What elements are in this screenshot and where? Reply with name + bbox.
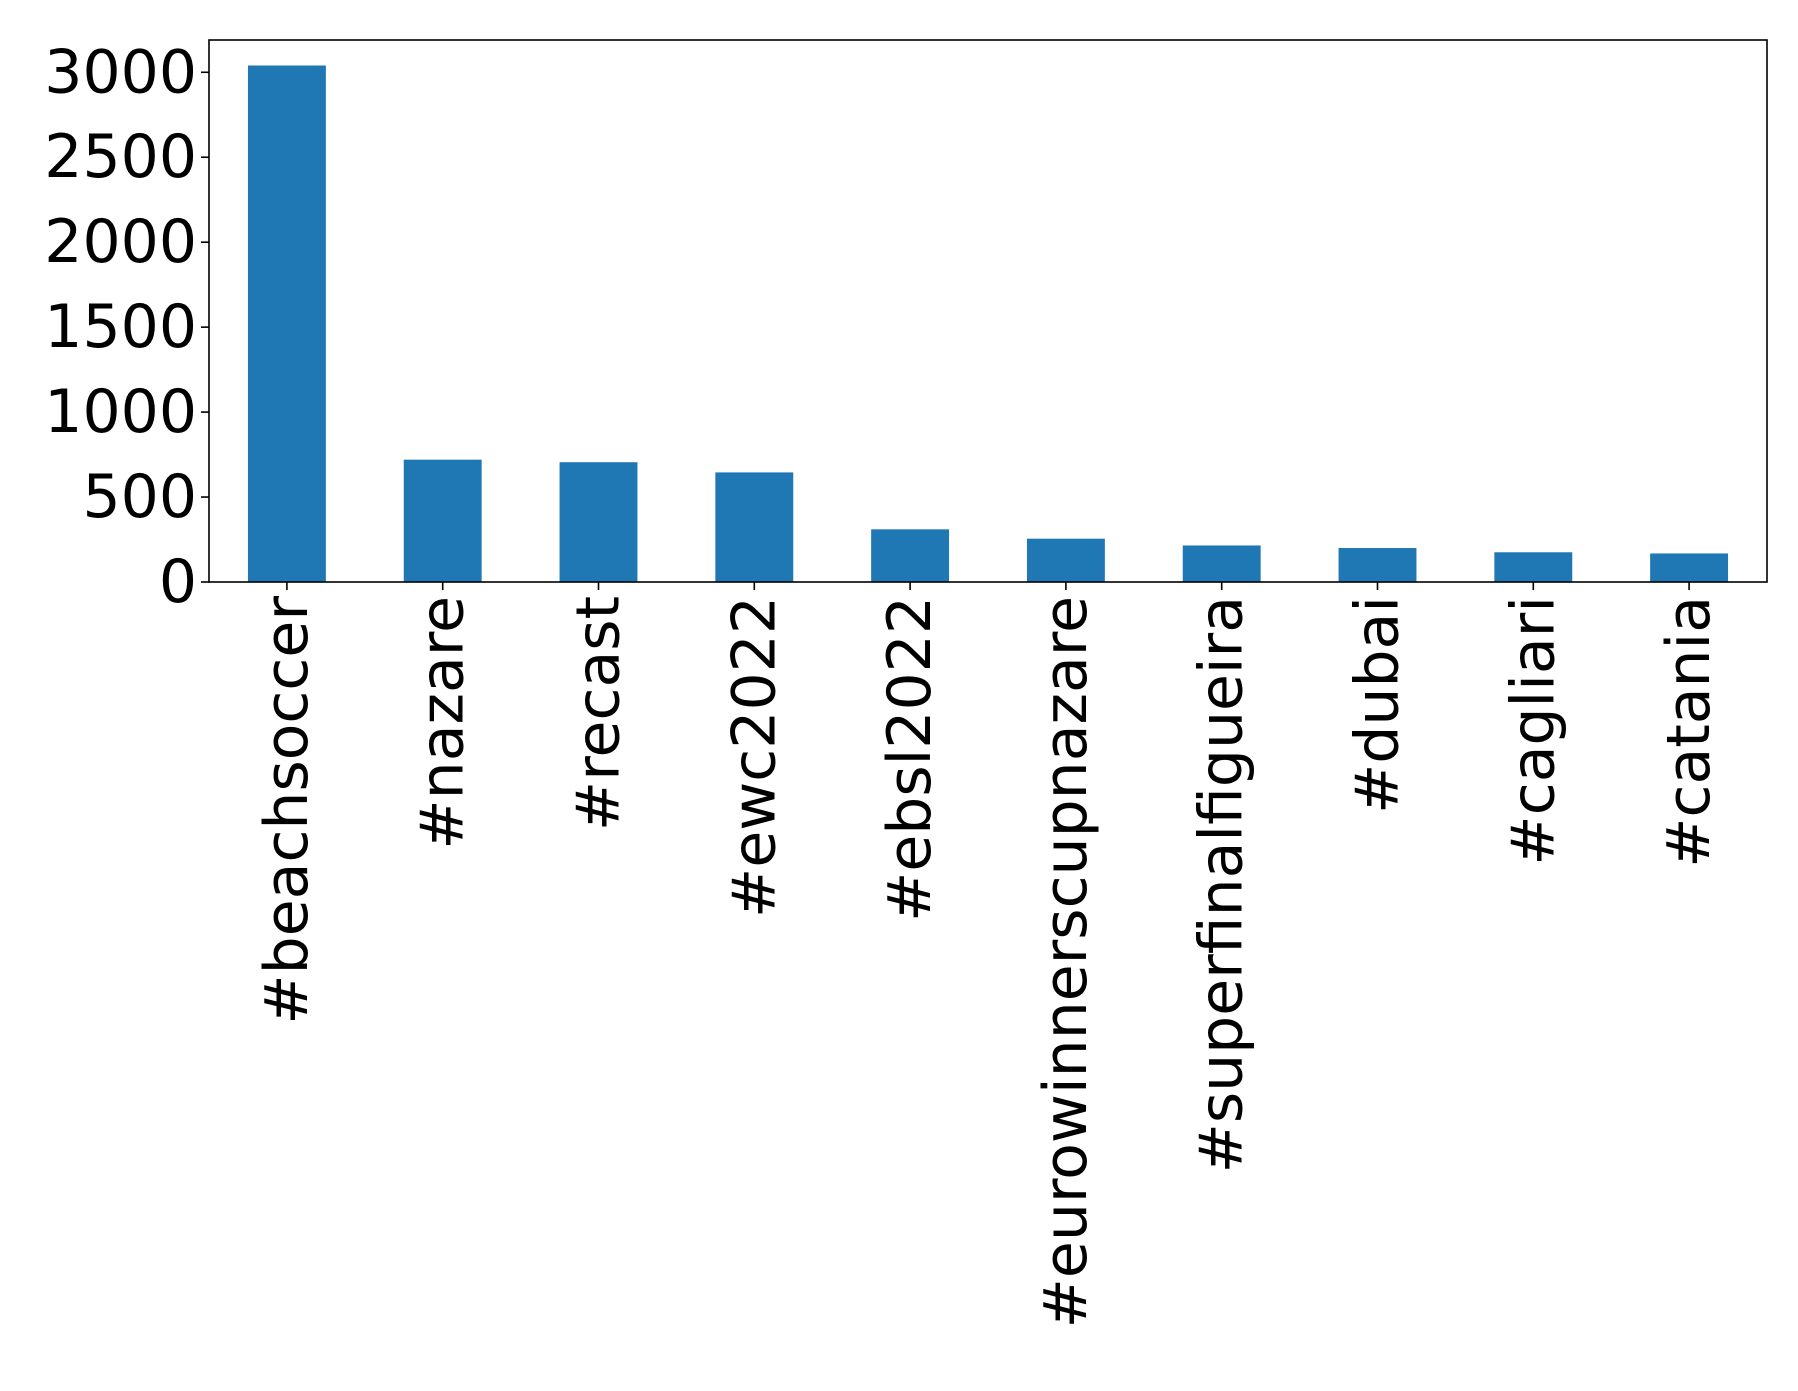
x-tick-label: #beachsoccer: [252, 596, 322, 1025]
x-tick-label: #cagliari: [1498, 596, 1568, 866]
bar-cagliari: [1494, 552, 1572, 582]
x-tick-label: #eurowinnerscupnazare: [1031, 596, 1101, 1328]
x-tick-label: #catania: [1654, 596, 1724, 868]
bar-superfinalfigueira: [1183, 545, 1261, 582]
y-tick-label: 0: [159, 547, 197, 617]
bar-eurowinnerscupnazare: [1027, 539, 1105, 582]
y-tick-label: 2000: [44, 207, 197, 277]
x-tick-label: #recast: [564, 596, 634, 831]
x-tick-label: #ewc2022: [719, 596, 789, 918]
bar-ewc2022: [715, 472, 793, 582]
y-tick-label: 3000: [44, 37, 197, 107]
y-tick-label: 1500: [44, 292, 197, 362]
bar-nazare: [404, 460, 482, 582]
y-tick-label: 1000: [44, 377, 197, 447]
bar-recast: [560, 462, 638, 582]
bar-catania: [1650, 553, 1728, 582]
x-tick-label: #dubai: [1343, 596, 1413, 814]
bar-dubai: [1339, 548, 1417, 582]
y-tick-label: 500: [82, 462, 197, 532]
x-tick-label: #superfinalfigueira: [1187, 596, 1257, 1173]
x-tick-label: #ebsl2022: [875, 596, 945, 922]
y-tick-label: 2500: [44, 122, 197, 192]
bar-beachsoccer: [248, 65, 326, 582]
bar-ebsl2022: [871, 529, 949, 582]
x-tick-label: #nazare: [408, 596, 478, 850]
